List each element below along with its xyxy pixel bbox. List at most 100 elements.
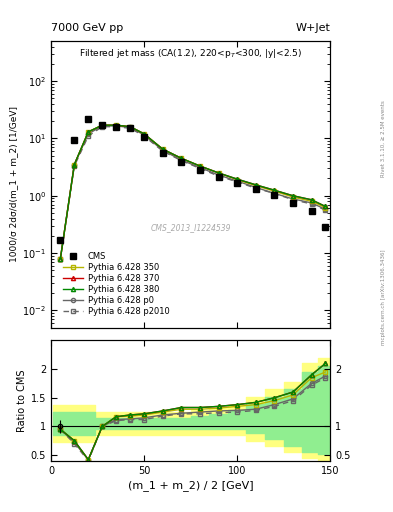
Pythia 6.428 380 [290,193,295,199]
Pythia 6.428 p2010 [179,158,184,164]
Pythia 6.428 p0 [323,206,328,212]
Pythia 6.428 p2010 [235,179,239,185]
Pythia 6.428 350 [114,122,119,128]
Pythia 6.428 p2010 [272,190,277,197]
Pythia 6.428 p2010 [142,133,147,139]
Pythia 6.428 380 [114,122,119,128]
Pythia 6.428 370 [309,197,314,203]
CMS [114,123,119,130]
Pythia 6.428 p0 [272,190,277,197]
Line: Pythia 6.428 p2010: Pythia 6.428 p2010 [58,124,327,261]
Pythia 6.428 p2010 [253,185,258,191]
Pythia 6.428 370 [142,131,147,137]
CMS [179,159,184,165]
Pythia 6.428 380 [309,197,314,203]
Pythia 6.428 p0 [100,123,105,129]
Pythia 6.428 350 [323,205,328,211]
Pythia 6.428 380 [100,122,105,128]
CMS [100,122,105,128]
Text: Filtered jet mass (CA(1.2), 220<p$_T$<300, |y|<2.5): Filtered jet mass (CA(1.2), 220<p$_T$<30… [79,47,302,60]
Pythia 6.428 350 [179,155,184,161]
CMS [142,134,147,140]
Pythia 6.428 p2010 [72,163,77,169]
Pythia 6.428 380 [198,163,202,169]
Pythia 6.428 350 [198,163,202,169]
Pythia 6.428 p2010 [100,123,105,130]
Pythia 6.428 p0 [72,161,77,167]
Pythia 6.428 p0 [86,131,91,137]
Pythia 6.428 350 [272,188,277,194]
Pythia 6.428 350 [290,194,295,200]
Pythia 6.428 p0 [179,157,184,163]
Pythia 6.428 p2010 [290,197,295,203]
CMS [128,125,132,132]
Pythia 6.428 p0 [160,147,165,154]
Pythia 6.428 380 [58,255,63,262]
Pythia 6.428 380 [86,129,91,135]
Text: W+Jet: W+Jet [295,23,330,33]
Pythia 6.428 370 [198,163,202,169]
CMS [86,116,91,122]
Pythia 6.428 370 [272,187,277,193]
Pythia 6.428 370 [290,193,295,199]
Pythia 6.428 350 [72,161,77,167]
Text: mcplots.cern.ch [arXiv:1306.3436]: mcplots.cern.ch [arXiv:1306.3436] [381,249,386,345]
Pythia 6.428 380 [72,161,77,167]
Pythia 6.428 380 [160,146,165,152]
Pythia 6.428 380 [216,170,221,176]
Pythia 6.428 p0 [128,124,132,131]
Pythia 6.428 p0 [235,178,239,184]
Pythia 6.428 350 [235,177,239,183]
CMS [160,150,165,156]
Pythia 6.428 370 [235,176,239,182]
Pythia 6.428 p2010 [128,125,132,132]
Pythia 6.428 p0 [58,255,63,262]
Line: Pythia 6.428 380: Pythia 6.428 380 [58,123,327,261]
Pythia 6.428 p2010 [323,207,328,213]
Pythia 6.428 380 [272,187,277,193]
Pythia 6.428 370 [323,203,328,209]
Pythia 6.428 370 [100,122,105,128]
Pythia 6.428 350 [309,198,314,204]
Pythia 6.428 370 [114,122,119,128]
Pythia 6.428 370 [216,170,221,176]
Pythia 6.428 370 [253,182,258,188]
CMS [72,137,77,143]
X-axis label: (m_1 + m_2) / 2 [GeV]: (m_1 + m_2) / 2 [GeV] [128,480,253,490]
Pythia 6.428 380 [323,203,328,209]
Pythia 6.428 380 [253,182,258,188]
CMS [198,167,202,173]
Pythia 6.428 p2010 [58,255,63,262]
Pythia 6.428 380 [128,123,132,130]
Pythia 6.428 350 [142,131,147,137]
Pythia 6.428 350 [58,255,63,262]
CMS [235,179,239,185]
Pythia 6.428 350 [160,146,165,152]
Text: CMS_2013_I1224539: CMS_2013_I1224539 [151,223,231,232]
Pythia 6.428 370 [58,255,63,262]
Line: Pythia 6.428 370: Pythia 6.428 370 [58,123,327,261]
Pythia 6.428 p2010 [309,201,314,207]
Pythia 6.428 p0 [198,164,202,170]
Legend: CMS, Pythia 6.428 350, Pythia 6.428 370, Pythia 6.428 380, Pythia 6.428 p0, Pyth: CMS, Pythia 6.428 350, Pythia 6.428 370,… [61,250,171,318]
Pythia 6.428 370 [160,146,165,152]
Pythia 6.428 350 [128,123,132,130]
Pythia 6.428 350 [253,183,258,189]
Pythia 6.428 p2010 [216,173,221,179]
Pythia 6.428 370 [72,161,77,167]
Pythia 6.428 350 [86,129,91,135]
Pythia 6.428 p0 [114,123,119,129]
Pythia 6.428 380 [235,176,239,182]
Line: Pythia 6.428 350: Pythia 6.428 350 [58,123,327,261]
CMS [58,237,63,243]
Pythia 6.428 380 [142,131,147,137]
Pythia 6.428 p0 [253,184,258,190]
Pythia 6.428 350 [100,122,105,128]
CMS [290,200,295,206]
CMS [216,174,221,180]
Pythia 6.428 350 [216,170,221,176]
Line: CMS: CMS [58,116,328,243]
Pythia 6.428 p0 [142,132,147,138]
Pythia 6.428 p2010 [86,133,91,139]
Pythia 6.428 p0 [309,200,314,206]
